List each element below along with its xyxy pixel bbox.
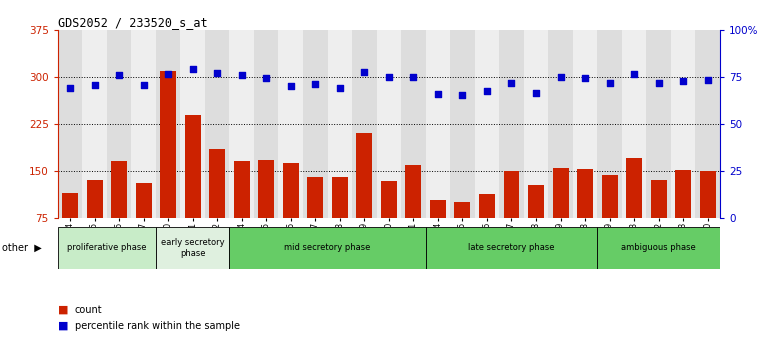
Bar [234,161,249,265]
Bar [185,114,201,265]
Point [64,85,76,91]
Bar [528,185,544,265]
Text: ambiguous phase: ambiguous phase [621,243,696,252]
Bar [646,30,671,218]
Bar [671,30,695,218]
Bar [700,171,715,265]
Text: ■: ■ [58,305,69,315]
Text: ■: ■ [58,321,69,331]
Point [701,77,714,83]
Bar [332,177,348,265]
Bar [307,177,323,265]
Bar [499,30,524,218]
Point [432,91,444,97]
Bar [450,30,474,218]
Bar [327,30,352,218]
Bar [58,227,156,269]
Bar [132,30,156,218]
Bar [479,194,495,265]
Bar [156,227,229,269]
Bar [205,30,229,218]
Point [407,74,420,80]
Text: other  ▶: other ▶ [2,243,42,253]
Bar [598,227,720,269]
Bar [553,168,568,265]
Bar [180,30,205,218]
Bar [283,163,299,265]
Bar [474,30,499,218]
Bar [58,30,82,218]
Point [333,85,346,91]
Bar [695,30,720,218]
Point [579,75,591,81]
Point [480,88,493,93]
Bar [377,30,401,218]
Bar [426,227,598,269]
Bar [303,30,327,218]
Point [677,79,689,84]
Bar [504,171,520,265]
Point [285,84,297,89]
Point [137,82,149,88]
Bar [454,202,470,265]
Bar [107,30,132,218]
Bar [381,182,397,265]
Text: late secretory phase: late secretory phase [468,243,554,252]
Bar [524,30,548,218]
Point [236,72,248,78]
Bar [86,180,102,265]
Text: mid secretory phase: mid secretory phase [284,243,370,252]
Bar [405,165,421,265]
Point [309,82,321,87]
Text: count: count [75,305,102,315]
Bar [156,30,180,218]
Bar [160,71,176,265]
Point [162,71,174,77]
Point [211,70,223,75]
Bar [675,170,691,265]
Bar [254,30,279,218]
Bar [651,180,667,265]
Bar [548,30,573,218]
Bar [279,30,303,218]
Bar [430,200,446,265]
Text: early secretory
phase: early secretory phase [161,238,225,257]
Bar [229,227,426,269]
Bar [577,169,593,265]
Bar [601,175,618,265]
Bar [136,183,152,265]
Point [260,75,273,80]
Point [628,72,641,77]
Bar [622,30,646,218]
Point [383,74,395,80]
Point [89,82,101,88]
Point [530,90,542,96]
Point [604,80,616,86]
Point [113,72,126,78]
Bar [82,30,107,218]
Bar [209,149,225,265]
Point [554,74,567,80]
Point [186,67,199,72]
Text: GDS2052 / 233520_s_at: GDS2052 / 233520_s_at [58,16,207,29]
Point [358,69,370,75]
Bar [598,30,622,218]
Bar [352,30,377,218]
Bar [426,30,450,218]
Point [505,80,517,86]
Point [652,80,665,86]
Bar [229,30,254,218]
Text: proliferative phase: proliferative phase [67,243,146,252]
Bar [111,161,127,265]
Text: percentile rank within the sample: percentile rank within the sample [75,321,239,331]
Bar [401,30,426,218]
Point [457,92,469,98]
Bar [62,193,78,265]
Bar [626,158,642,265]
Bar [258,160,274,265]
Bar [573,30,598,218]
Bar [357,133,373,265]
